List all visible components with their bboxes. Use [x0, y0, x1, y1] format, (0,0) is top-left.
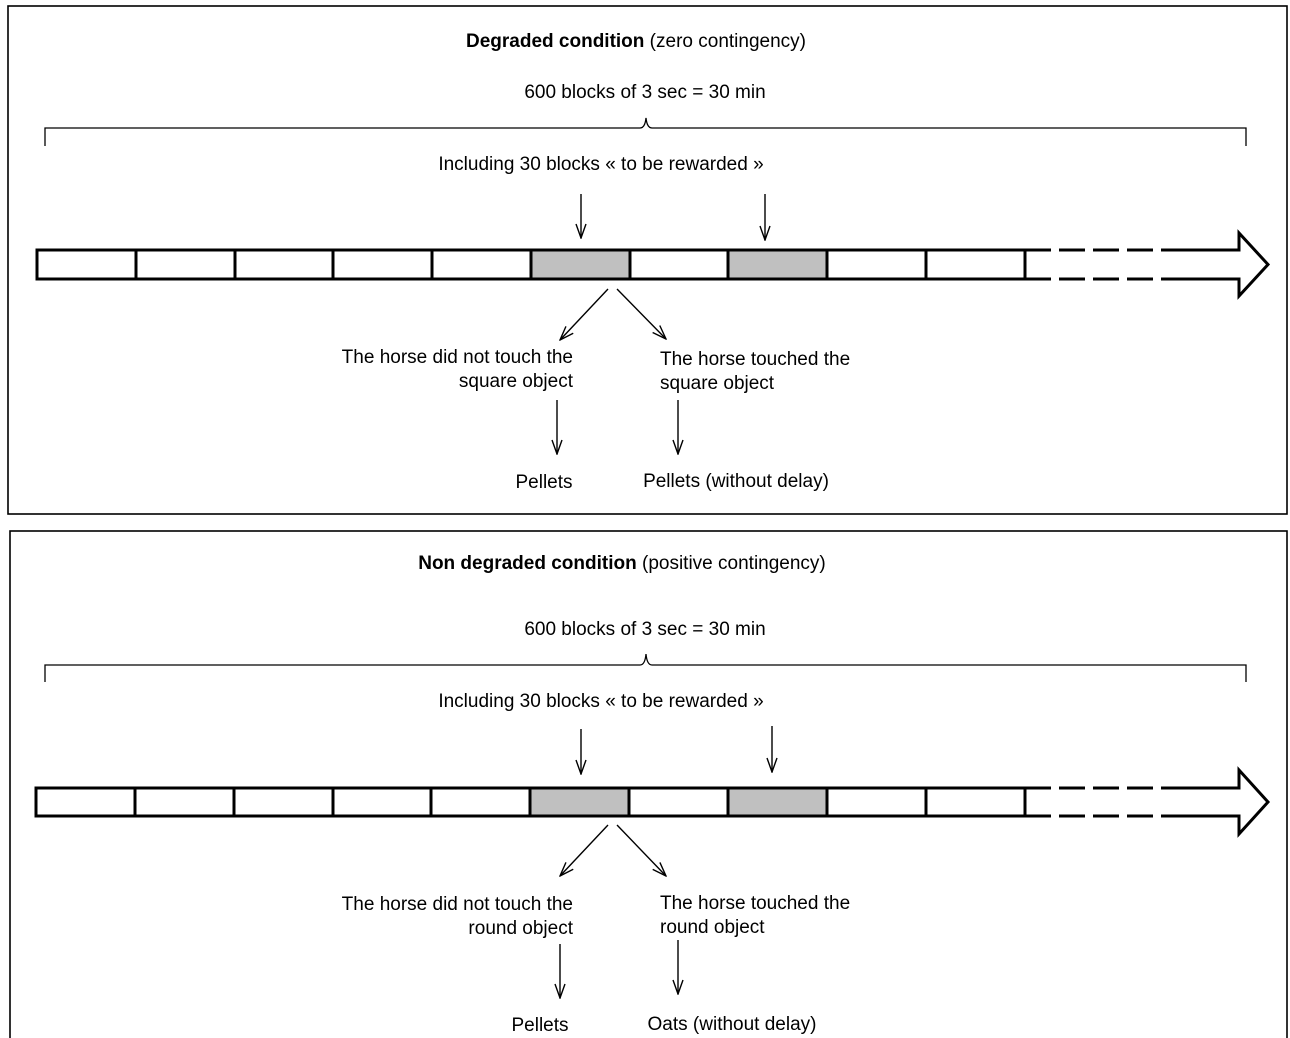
timeline-block	[430, 248, 533, 281]
branch-left-line2: round object	[468, 918, 573, 939]
branch-arrow-right	[616, 288, 666, 339]
timeline-block	[924, 786, 1027, 818]
panel-non-degraded: Non degraded condition (positive conting…	[9, 530, 1288, 1038]
timeline-block	[825, 248, 928, 281]
panel-frame	[9, 530, 1288, 1038]
rewarded-block	[528, 786, 631, 818]
timeline-block	[924, 248, 1027, 281]
panel-title: Non degraded condition (positive conting…	[418, 553, 826, 574]
branch-arrow-right	[616, 824, 666, 876]
rewarded-block	[529, 248, 632, 281]
panel-degraded: Degraded condition (zero contingency) 60…	[7, 5, 1288, 515]
timeline-block	[331, 248, 434, 281]
timeline	[34, 766, 1271, 838]
timeline	[35, 229, 1271, 300]
rewarded-label: Including 30 blocks « to be rewarded »	[438, 154, 763, 175]
branch-left-line2: square object	[459, 371, 574, 392]
duration-label: 600 blocks of 3 sec = 30 min	[524, 82, 765, 103]
timeline-block	[232, 786, 335, 818]
timeline-block	[331, 786, 433, 818]
timeline-block	[628, 248, 730, 281]
panel-frame	[7, 5, 1288, 515]
branch-right-line2: square object	[660, 373, 775, 394]
branch-arrow-left	[560, 288, 609, 340]
timeline-brace	[44, 653, 1247, 682]
timeline-block	[627, 786, 730, 818]
timeline-block	[35, 248, 138, 281]
timeline-block	[133, 786, 236, 818]
rewarded-label: Including 30 blocks « to be rewarded »	[438, 691, 763, 712]
timeline-arrowhead	[1185, 766, 1271, 838]
timeline-block	[429, 786, 532, 818]
branch-left-line1: The horse did not touch the	[342, 894, 573, 915]
timeline-brace	[44, 117, 1247, 146]
outcome-right: Pellets (without delay)	[643, 471, 829, 492]
timeline-block	[825, 786, 928, 818]
outcome-left: Pellets	[511, 1015, 568, 1036]
branch-right-line1: The horse touched the	[660, 893, 850, 914]
branch-arrow-left	[560, 824, 609, 876]
branch-right-line1: The horse touched the	[660, 349, 850, 370]
rewarded-block	[726, 786, 829, 818]
branch-left-line1: The horse did not touch the	[342, 347, 573, 368]
outcome-right: Oats (without delay)	[648, 1014, 817, 1035]
timeline-block	[134, 248, 237, 281]
branch-right-line2: round object	[660, 917, 765, 938]
rewarded-block	[726, 248, 829, 281]
timeline-block	[34, 786, 137, 818]
timeline-arrowhead	[1185, 229, 1271, 300]
duration-label: 600 blocks of 3 sec = 30 min	[524, 619, 765, 640]
outcome-left: Pellets	[515, 472, 572, 493]
timeline-block	[233, 248, 335, 281]
panel-title: Degraded condition (zero contingency)	[466, 31, 806, 52]
